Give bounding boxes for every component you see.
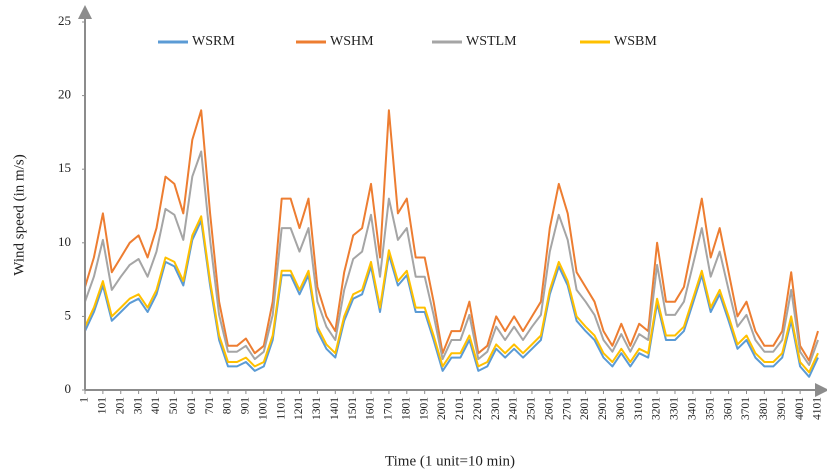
x-tick-label: 2901	[597, 397, 609, 420]
x-tick-label: 3001	[615, 397, 627, 420]
x-tick-label: 4101	[812, 397, 824, 420]
x-tick-label: 901	[240, 397, 252, 415]
y-tick-label: 20	[58, 87, 71, 102]
series-line	[84, 215, 819, 374]
series-line	[84, 150, 819, 366]
x-axis-label: Time (1 unit=10 min)	[385, 453, 515, 469]
x-tick-label: 4001	[794, 397, 806, 420]
x-tick-label: 3101	[633, 397, 645, 420]
x-tick-label: 1301	[311, 397, 323, 420]
x-tick-label: 501	[168, 397, 180, 415]
x-tick-label: 1401	[329, 397, 341, 420]
x-tick-label: 2301	[490, 397, 502, 420]
x-tick-label: 1501	[347, 397, 359, 420]
x-tick-label: 3801	[758, 397, 770, 420]
x-tick-label: 2701	[561, 397, 573, 420]
x-tick-label: 1	[79, 397, 91, 403]
x-tick-label: 701	[204, 397, 216, 415]
x-tick-label: 1601	[365, 397, 377, 420]
x-tick-label: 3601	[722, 397, 734, 420]
legend-label: WSRM	[192, 34, 235, 49]
plot-area	[84, 109, 819, 378]
x-tick-label: 601	[186, 397, 198, 415]
legend-label: WSBM	[614, 34, 657, 49]
x-tick-label: 1101	[275, 397, 287, 420]
x-tick-label: 2601	[543, 397, 555, 420]
y-axis-label: Wind speed (in m/s)	[11, 154, 27, 275]
x-tick-label: 401	[150, 397, 162, 415]
x-tick-label: 2801	[579, 397, 591, 420]
series-line	[84, 109, 819, 362]
y-tick-label: 5	[65, 307, 72, 322]
x-tick-label: 2001	[436, 397, 448, 420]
x-tick-label: 1201	[293, 397, 305, 420]
x-tick-label: 1801	[400, 397, 412, 420]
x-tick-label: 3201	[651, 397, 663, 420]
x-tick-label: 2201	[472, 397, 484, 420]
x-tick-label: 801	[222, 397, 234, 415]
legend-label: WSTLM	[466, 34, 517, 49]
x-tick-label: 2101	[454, 397, 466, 420]
y-tick-label: 10	[58, 234, 71, 249]
x-tick-label: 3501	[704, 397, 716, 420]
x-tick-label: 2501	[526, 397, 538, 420]
x-tick-label: 1701	[383, 397, 395, 420]
x-tick-label: 101	[97, 397, 109, 415]
legend-label: WSHM	[330, 34, 374, 49]
x-tick-label: 3701	[740, 397, 752, 420]
x-tick-label: 3401	[686, 397, 698, 420]
y-tick-label: 0	[65, 381, 72, 396]
x-tick-label: 1901	[418, 397, 430, 420]
x-tick-label: 3901	[776, 397, 788, 420]
x-tick-label: 3301	[669, 397, 681, 420]
x-tick-label: 2401	[508, 397, 520, 420]
y-tick-label: 15	[58, 160, 71, 175]
x-tick-label: 1001	[257, 397, 269, 420]
x-tick-label: 201	[114, 397, 126, 415]
y-tick-label: 25	[58, 13, 71, 28]
x-tick-label: 301	[132, 397, 144, 415]
